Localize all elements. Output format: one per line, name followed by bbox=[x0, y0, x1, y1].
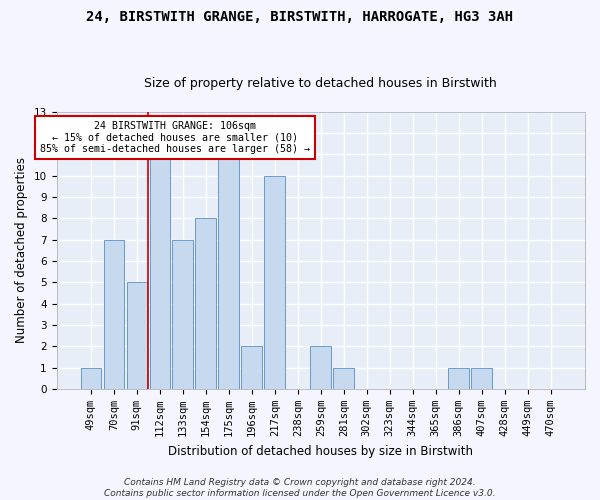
X-axis label: Distribution of detached houses by size in Birstwith: Distribution of detached houses by size … bbox=[168, 444, 473, 458]
Text: 24, BIRSTWITH GRANGE, BIRSTWITH, HARROGATE, HG3 3AH: 24, BIRSTWITH GRANGE, BIRSTWITH, HARROGA… bbox=[86, 10, 514, 24]
Title: Size of property relative to detached houses in Birstwith: Size of property relative to detached ho… bbox=[145, 76, 497, 90]
Bar bbox=[334, 368, 354, 389]
Bar bbox=[472, 368, 492, 389]
Text: 24 BIRSTWITH GRANGE: 106sqm
← 15% of detached houses are smaller (10)
85% of sem: 24 BIRSTWITH GRANGE: 106sqm ← 15% of det… bbox=[40, 121, 310, 154]
Text: Contains HM Land Registry data © Crown copyright and database right 2024.
Contai: Contains HM Land Registry data © Crown c… bbox=[104, 478, 496, 498]
Bar bbox=[448, 368, 469, 389]
Bar bbox=[172, 240, 193, 389]
Bar bbox=[241, 346, 262, 389]
Bar bbox=[218, 154, 239, 389]
Bar bbox=[196, 218, 216, 389]
Bar bbox=[127, 282, 147, 389]
Bar bbox=[310, 346, 331, 389]
Bar bbox=[104, 240, 124, 389]
Bar bbox=[149, 154, 170, 389]
Bar bbox=[265, 176, 285, 389]
Bar bbox=[80, 368, 101, 389]
Y-axis label: Number of detached properties: Number of detached properties bbox=[15, 157, 28, 343]
